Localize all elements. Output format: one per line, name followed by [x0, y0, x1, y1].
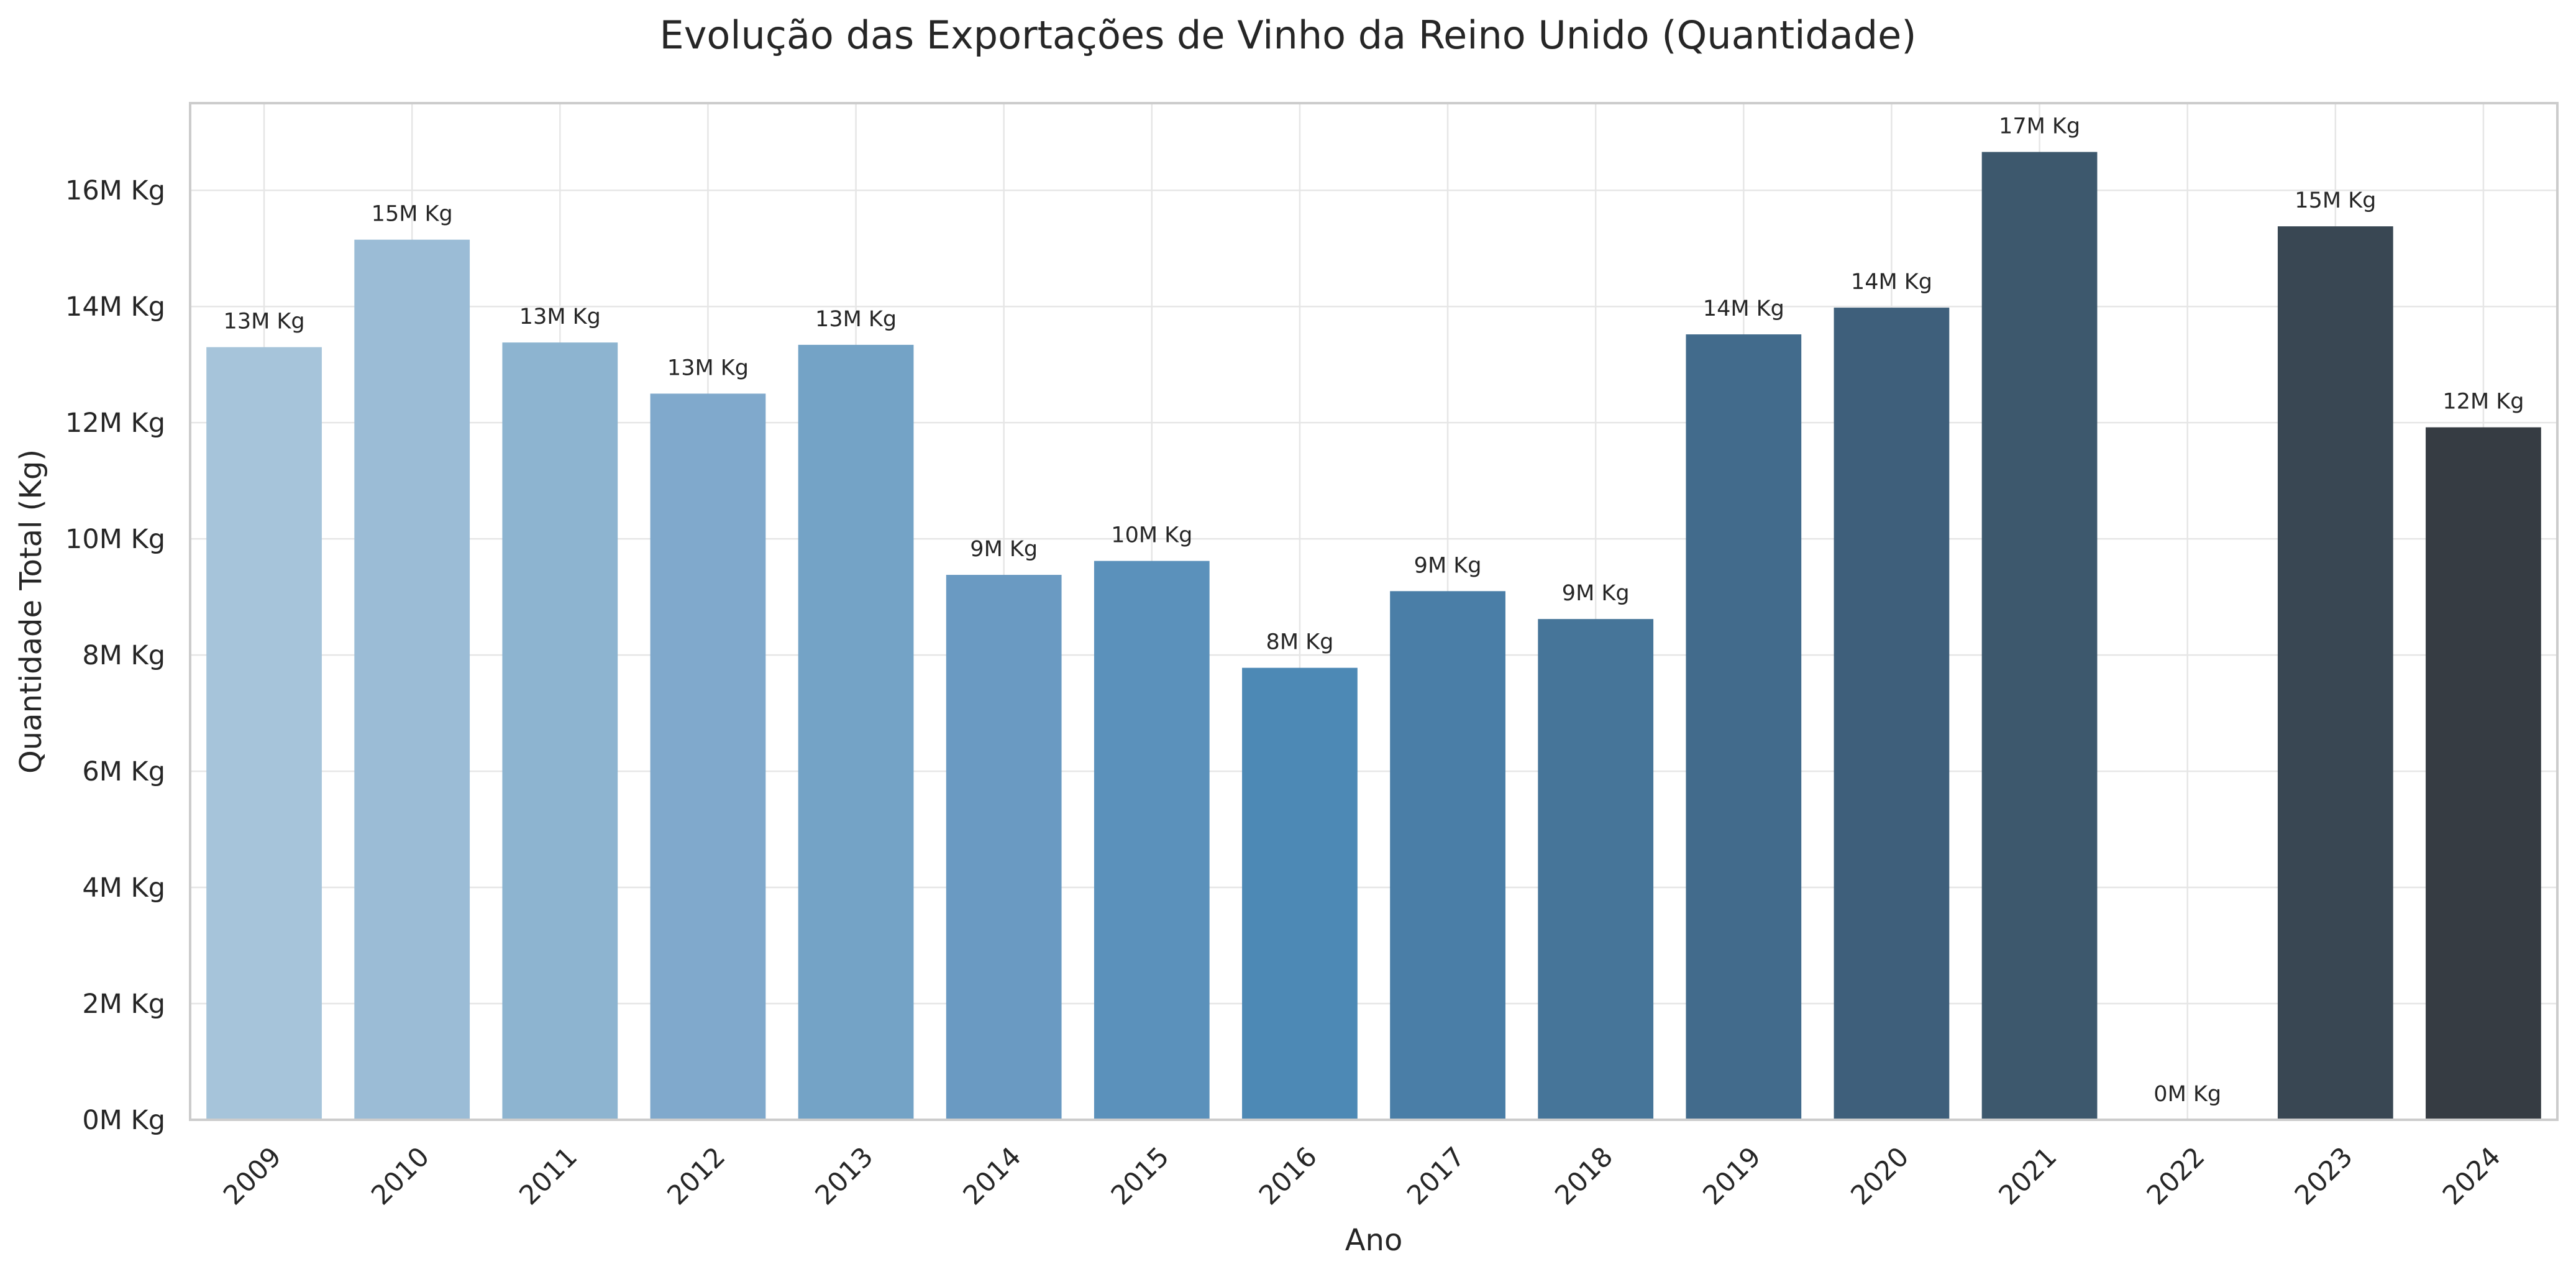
bar-value-labels: 13M Kg 15M Kg 13M Kg 13M Kg 13M Kg 9M Kg 10M K…: [224, 114, 2524, 1107]
bar-2015: [1094, 561, 1210, 1120]
y-axis-ticks: 0M Kg 2M Kg 4M Kg 6M Kg 8M Kg 10M Kg 12M Kg 14M…: [65, 175, 165, 1136]
bar-value-label: 17M Kg: [1999, 114, 2080, 139]
x-tick-label: 2023: [2289, 1141, 2359, 1211]
x-tick-label: 2018: [1549, 1141, 1619, 1211]
x-tick-label: 2013: [810, 1141, 880, 1211]
bar-value-label: 9M Kg: [1414, 553, 1482, 578]
x-tick-label: 2016: [1253, 1141, 1323, 1211]
bar-value-label: 8M Kg: [1266, 630, 1334, 655]
bar-2021: [1981, 152, 2098, 1120]
bar-value-label: 14M Kg: [1851, 270, 1932, 295]
bars: [206, 152, 2541, 1120]
chart-title: Evolução das Exportações de Vinho da Rei…: [660, 12, 1917, 58]
bar-2023: [2277, 226, 2393, 1120]
x-tick-label: 2011: [513, 1141, 583, 1211]
bar-value-label: 14M Kg: [1703, 296, 1784, 321]
bar-2016: [1242, 667, 1358, 1120]
x-tick-label: 2021: [1993, 1141, 2063, 1211]
y-tick-label: 10M Kg: [65, 524, 165, 555]
x-axis-label: Ano: [1345, 1223, 1403, 1258]
x-tick-label: 2009: [217, 1141, 288, 1211]
x-tick-label: 2022: [2141, 1141, 2211, 1211]
bar-value-label: 15M Kg: [2295, 188, 2376, 213]
y-tick-label: 4M Kg: [82, 872, 165, 904]
bar-2010: [354, 239, 470, 1120]
bar-2014: [946, 575, 1062, 1120]
bar-value-label: 12M Kg: [2442, 390, 2524, 414]
y-tick-label: 16M Kg: [65, 175, 165, 206]
y-tick-label: 8M Kg: [82, 640, 165, 671]
y-tick-label: 2M Kg: [82, 989, 165, 1020]
bar-value-label: 13M Kg: [519, 304, 601, 329]
x-tick-label: 2014: [957, 1141, 1028, 1211]
y-axis-label: Quantidade Total (Kg): [14, 449, 48, 774]
x-tick-label: 2020: [1845, 1141, 1916, 1211]
y-tick-label: 0M Kg: [82, 1105, 165, 1136]
x-tick-label: 2015: [1105, 1141, 1176, 1211]
y-tick-label: 6M Kg: [82, 756, 165, 787]
bar-2017: [1390, 591, 1505, 1120]
x-tick-label: 2012: [662, 1141, 732, 1211]
bar-2018: [1538, 619, 1654, 1120]
bar-2013: [798, 344, 914, 1120]
bar-value-label: 9M Kg: [970, 537, 1038, 562]
bar-value-label: 10M Kg: [1111, 523, 1192, 548]
x-tick-label: 2024: [2437, 1141, 2507, 1211]
bar-value-label: 13M Kg: [224, 309, 305, 334]
plot-frame: [189, 102, 2559, 1121]
bar-value-label: 9M Kg: [1562, 581, 1630, 606]
bar-2019: [1686, 334, 1802, 1120]
x-axis-ticks: 2009 2010 2011 2012 2013 2014 2015 2016 2017 2018…: [217, 1141, 2507, 1211]
bar-2009: [206, 347, 322, 1120]
y-tick-label: 12M Kg: [65, 408, 165, 439]
bar-2020: [1834, 308, 1950, 1120]
x-tick-label: 2010: [365, 1141, 436, 1211]
bar-2011: [502, 342, 618, 1120]
bar-value-label: 13M Kg: [815, 307, 897, 332]
x-tick-label: 2019: [1697, 1141, 1767, 1211]
x-tick-label: 2017: [1401, 1141, 1471, 1211]
bar-value-label: 15M Kg: [372, 202, 453, 227]
bar-2024: [2426, 427, 2541, 1120]
bar-value-label: 0M Kg: [2154, 1082, 2221, 1107]
bar-value-label: 13M Kg: [667, 355, 749, 380]
y-tick-label: 14M Kg: [65, 291, 165, 323]
bar-2012: [650, 393, 766, 1120]
